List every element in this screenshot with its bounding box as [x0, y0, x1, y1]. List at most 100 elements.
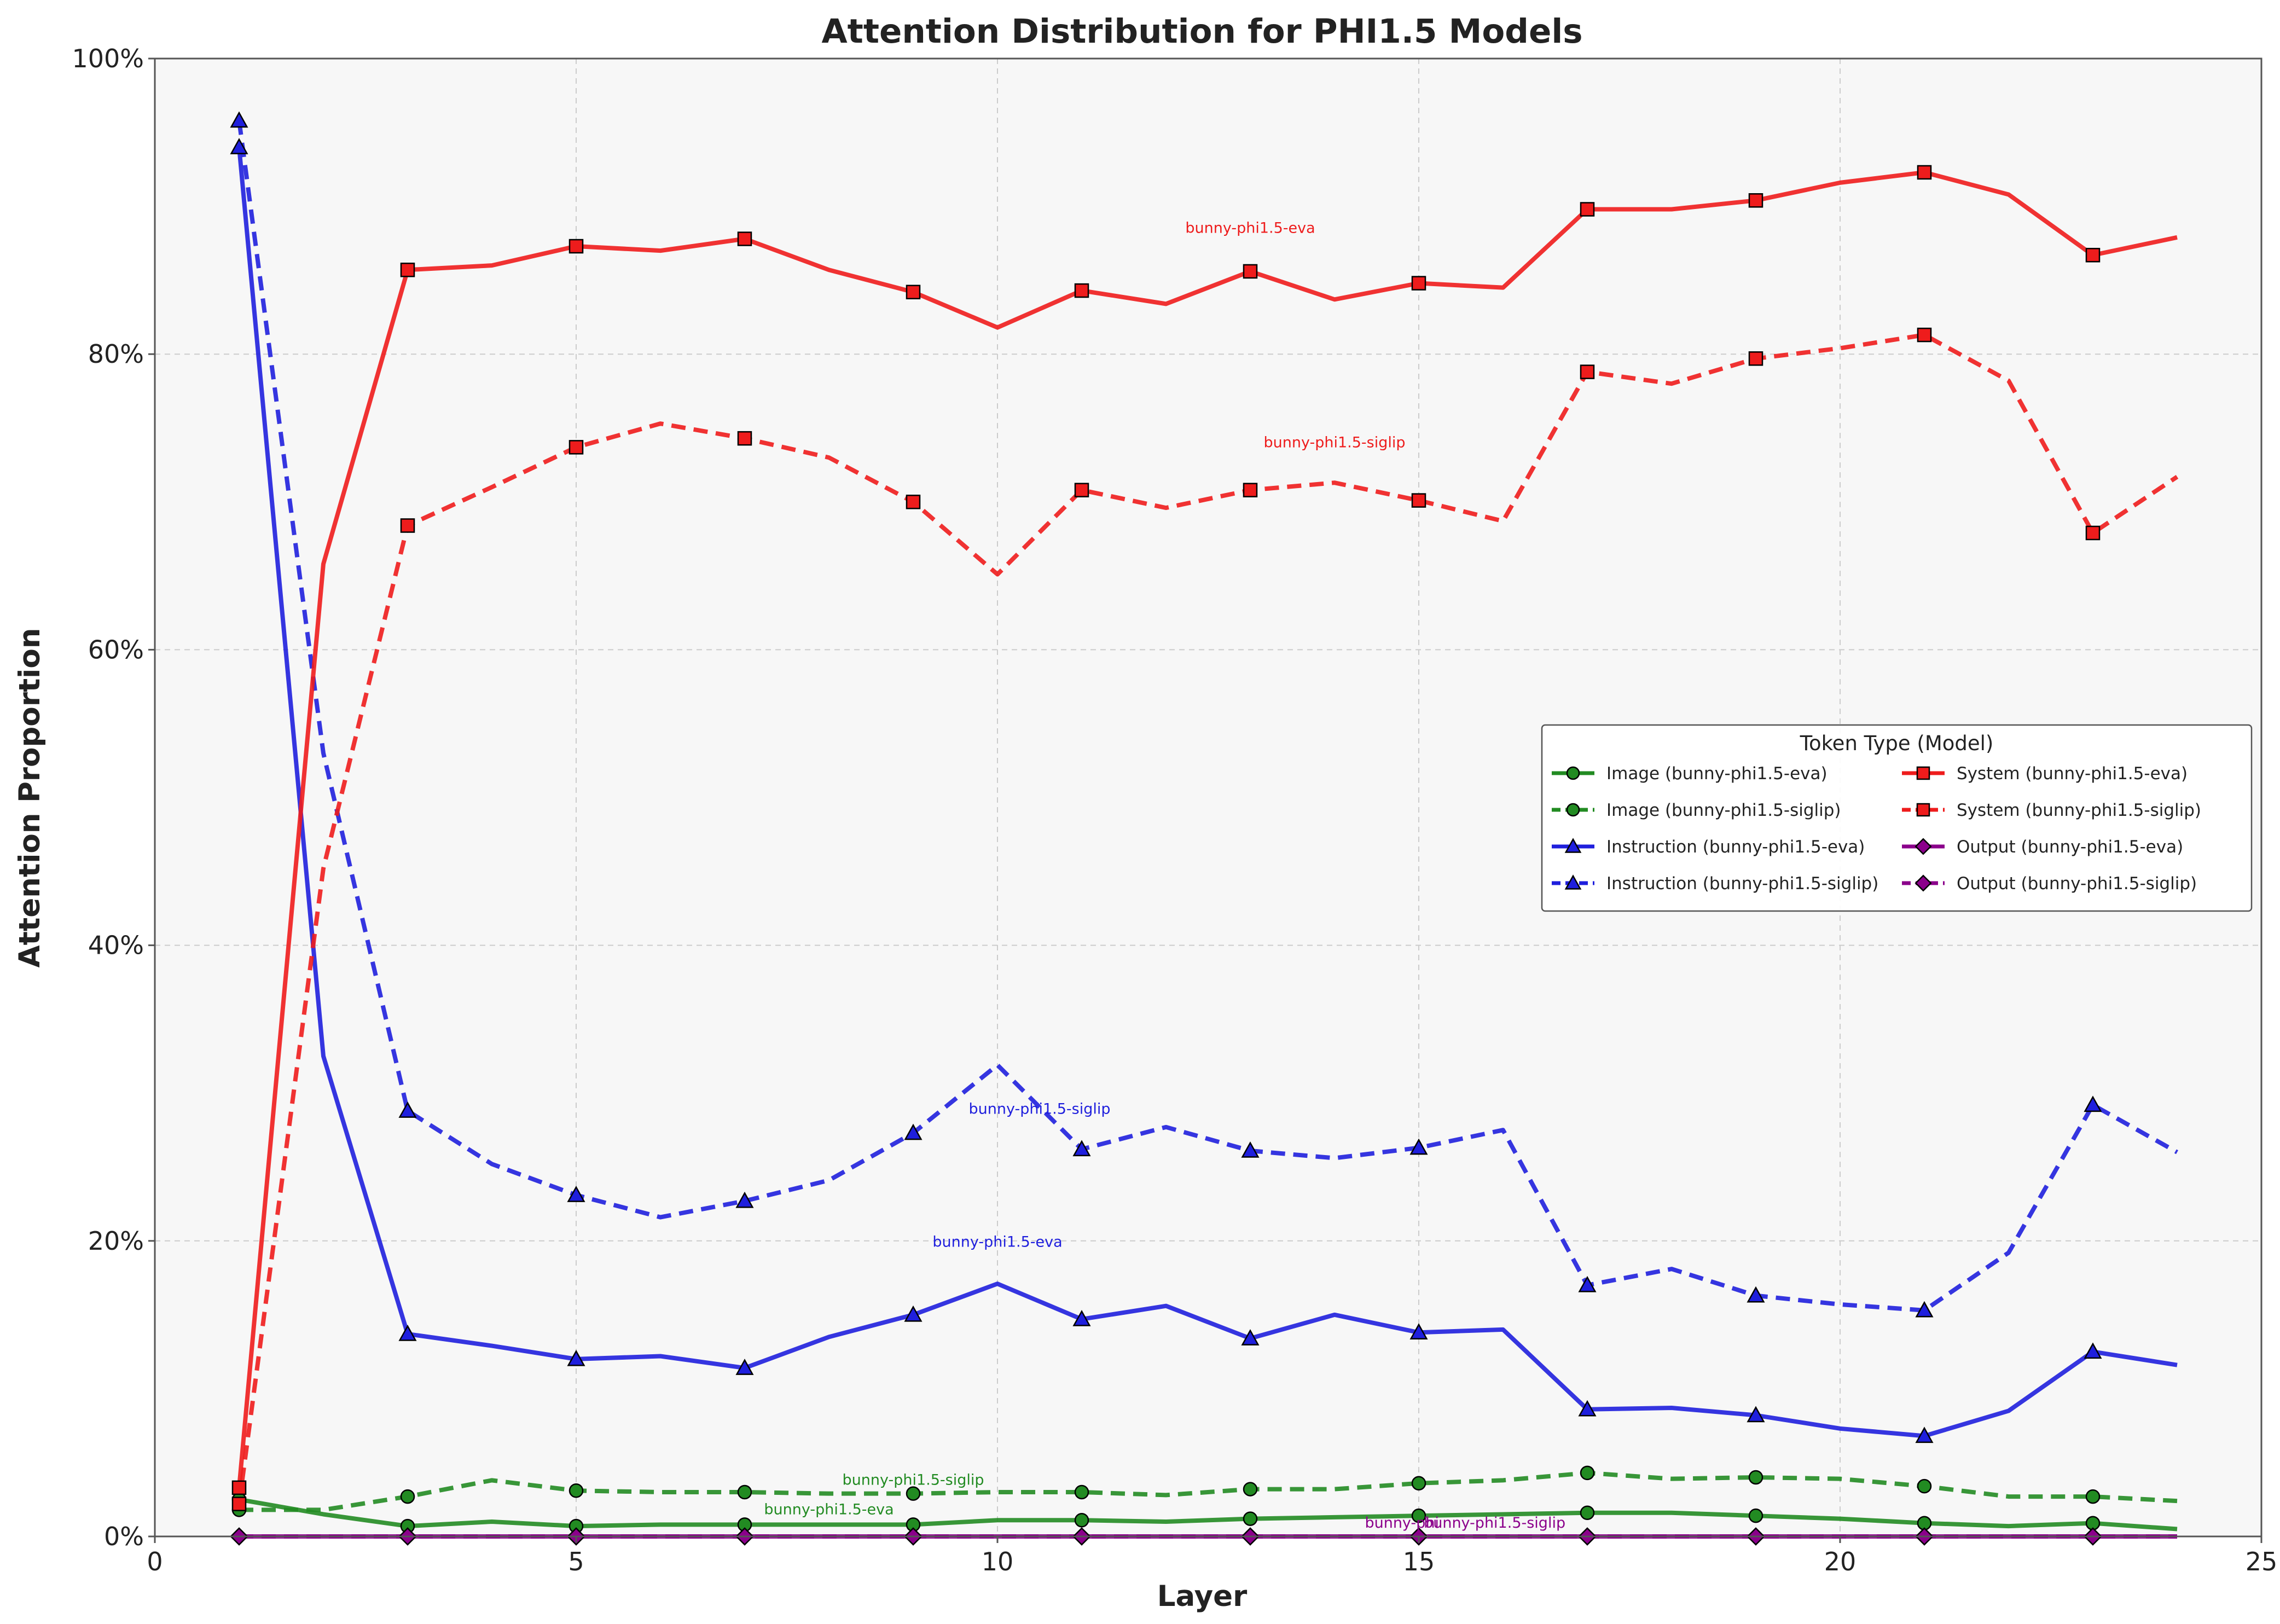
data-point-system-bunny-phi1-5-eva [1074, 283, 1089, 298]
data-point-system-bunny-phi1-5-eva [1411, 276, 1426, 291]
y-axis-label: Attention Proportion [13, 628, 47, 968]
data-point-system-bunny-phi1-5-siglip [1243, 483, 1258, 497]
legend-marker-image-bunny-phi1-5-eva [1566, 766, 1580, 780]
legend-marker-image-bunny-phi1-5-siglip [1566, 803, 1580, 817]
series-line-system-bunny-phi1-5-eva [237, 170, 2178, 1488]
series-line-image-bunny-phi1-5-eva [239, 1497, 2178, 1532]
data-point-system-bunny-phi1-5-eva [231, 1480, 247, 1495]
data-point-system-bunny-phi1-5-eva [1748, 193, 1763, 208]
data-point-system-bunny-phi1-5-eva [906, 285, 921, 300]
data-point-instruction-bunny-phi1-5-siglip [1747, 1286, 1765, 1303]
data-point-system-bunny-phi1-5-eva [568, 239, 584, 254]
data-point-instruction-bunny-phi1-5-eva [1072, 1309, 1091, 1326]
data-point-instruction-bunny-phi1-5-eva [398, 1324, 417, 1341]
legend: Token Type (Model) Image (bunny-phi1.5-e… [1541, 724, 2253, 912]
legend-marker-instruction-bunny-phi1-5-eva [1564, 838, 1582, 853]
data-point-instruction-bunny-phi1-5-siglip [735, 1191, 754, 1208]
x-tick-label: 0 [147, 1547, 163, 1576]
y-tick-label: 40% [88, 931, 144, 960]
legend-label-output-bunny-phi1-5-siglip: Output (bunny-phi1.5-siglip) [1957, 874, 2197, 894]
data-point-instruction-bunny-phi1-5-siglip [2084, 1095, 2102, 1112]
data-point-instruction-bunny-phi1-5-siglip [1072, 1140, 1091, 1157]
data-point-system-bunny-phi1-5-siglip [568, 440, 584, 455]
legend-label-system-bunny-phi1-5-siglip: System (bunny-phi1.5-siglip) [1957, 801, 2201, 820]
annotation-label: bunny-phi1.5-eva [932, 1234, 1062, 1251]
annotation-label: bunny-phi1.5-siglip [842, 1471, 984, 1488]
data-point-instruction-bunny-phi1-5-siglip [1409, 1138, 1428, 1155]
data-point-system-bunny-phi1-5-eva [2085, 247, 2101, 263]
legend-label-instruction-bunny-phi1-5-siglip: Instruction (bunny-phi1.5-siglip) [1606, 874, 1878, 894]
data-point-image-bunny-phi1-5-siglip [737, 1484, 752, 1500]
data-point-image-bunny-phi1-5-eva [1074, 1513, 1089, 1528]
y-tick-label: 80% [88, 339, 144, 369]
data-point-image-bunny-phi1-5-eva [1243, 1511, 1258, 1526]
annotation-label: bunny-phi1.5-siglip [1263, 434, 1405, 451]
annotation-label: bunny-phi1.5-siglip [1424, 1515, 1565, 1532]
legend-title: Token Type (Model) [1800, 732, 1994, 755]
legend-marker-output-bunny-phi1-5-eva [1914, 838, 1932, 855]
data-point-instruction-bunny-phi1-5-eva [567, 1349, 585, 1366]
annotation-label: bunny-phi1.5-eva [1185, 220, 1315, 237]
data-point-image-bunny-phi1-5-siglip [1074, 1484, 1089, 1500]
legend-label-image-bunny-phi1-5-eva: Image (bunny-phi1.5-eva) [1606, 764, 1828, 784]
series-line-image-bunny-phi1-5-siglip [239, 1470, 2178, 1512]
legend-marker-output-bunny-phi1-5-siglip [1914, 874, 1932, 892]
data-point-instruction-bunny-phi1-5-eva [1409, 1323, 1428, 1340]
data-point-instruction-bunny-phi1-5-siglip [398, 1101, 417, 1118]
data-point-system-bunny-phi1-5-siglip [737, 431, 752, 446]
data-point-instruction-bunny-phi1-5-eva [735, 1359, 754, 1375]
legend-items: Image (bunny-phi1.5-eva) Image (bunny-phi… [1552, 764, 2201, 894]
data-point-image-bunny-phi1-5-siglip [2085, 1489, 2101, 1504]
data-point-instruction-bunny-phi1-5-siglip [1578, 1275, 1597, 1292]
annotation-label: bunny-phi [1365, 1515, 1438, 1532]
legend-marker-system-bunny-phi1-5-siglip [1916, 803, 1930, 817]
data-point-instruction-bunny-phi1-5-siglip [567, 1186, 585, 1202]
y-tick-label: 60% [88, 635, 144, 664]
data-point-image-bunny-phi1-5-siglip [1411, 1476, 1426, 1491]
y-tick-label: 20% [88, 1226, 144, 1256]
data-point-system-bunny-phi1-5-siglip [2085, 525, 2101, 541]
data-point-system-bunny-phi1-5-siglip [231, 1497, 247, 1511]
x-tick-label: 15 [1403, 1547, 1435, 1576]
data-point-instruction-bunny-phi1-5-eva [1747, 1406, 1765, 1423]
data-point-instruction-bunny-phi1-5-siglip [230, 111, 248, 128]
data-point-system-bunny-phi1-5-eva [400, 262, 415, 277]
data-point-instruction-bunny-phi1-5-eva [230, 138, 248, 154]
data-point-instruction-bunny-phi1-5-eva [904, 1305, 923, 1322]
data-point-system-bunny-phi1-5-siglip [1748, 351, 1763, 366]
data-point-instruction-bunny-phi1-5-siglip [1915, 1301, 1934, 1318]
data-point-instruction-bunny-phi1-5-eva [1241, 1329, 1260, 1345]
legend-label-image-bunny-phi1-5-siglip: Image (bunny-phi1.5-siglip) [1606, 801, 1841, 820]
legend-marker-instruction-bunny-phi1-5-siglip [1564, 874, 1582, 890]
x-tick-label: 20 [1824, 1547, 1857, 1576]
x-tick-label: 10 [982, 1547, 1014, 1576]
data-point-instruction-bunny-phi1-5-eva [2084, 1342, 2102, 1359]
x-tick-label: 5 [568, 1547, 584, 1576]
data-point-system-bunny-phi1-5-siglip [1917, 327, 1932, 343]
data-point-image-bunny-phi1-5-siglip [906, 1486, 921, 1501]
axis-ticks: 0 5 10 15 20 25 0% 20% 40% 60% 80% 100% [72, 44, 2277, 1576]
data-point-instruction-bunny-phi1-5-eva [1578, 1400, 1597, 1417]
data-point-system-bunny-phi1-5-eva [1917, 165, 1932, 180]
data-point-instruction-bunny-phi1-5-siglip [1241, 1141, 1260, 1158]
series-line-system-bunny-phi1-5-siglip [237, 333, 2179, 1505]
annotations: bunny-phi1.5-evabunny-phi1.5-siglipbunny… [764, 220, 1565, 1532]
data-point-image-bunny-phi1-5-siglip [1243, 1482, 1258, 1497]
data-point-system-bunny-phi1-5-siglip [1580, 364, 1595, 379]
y-tick-label: 100% [72, 44, 144, 73]
data-point-image-bunny-phi1-5-siglip [400, 1489, 415, 1504]
data-point-image-bunny-phi1-5-siglip [568, 1483, 584, 1498]
series-line-instruction-bunny-phi1-5-eva [237, 147, 2178, 1439]
data-point-image-bunny-phi1-5-eva [1748, 1508, 1763, 1523]
data-point-system-bunny-phi1-5-eva [737, 231, 752, 246]
legend-label-output-bunny-phi1-5-eva: Output (bunny-phi1.5-eva) [1957, 837, 2183, 857]
data-point-system-bunny-phi1-5-siglip [1074, 483, 1089, 497]
data-point-system-bunny-phi1-5-siglip [400, 518, 415, 533]
x-tick-label: 25 [2246, 1547, 2278, 1576]
data-point-system-bunny-phi1-5-siglip [1411, 493, 1426, 508]
annotation-label: bunny-phi1.5-siglip [968, 1101, 1110, 1118]
chart-title: Attention Distribution for PHI1.5 Models [821, 12, 1582, 51]
y-tick-label: 0% [104, 1522, 144, 1551]
data-point-system-bunny-phi1-5-eva [1580, 202, 1595, 217]
data-point-image-bunny-phi1-5-siglip [1748, 1470, 1763, 1485]
